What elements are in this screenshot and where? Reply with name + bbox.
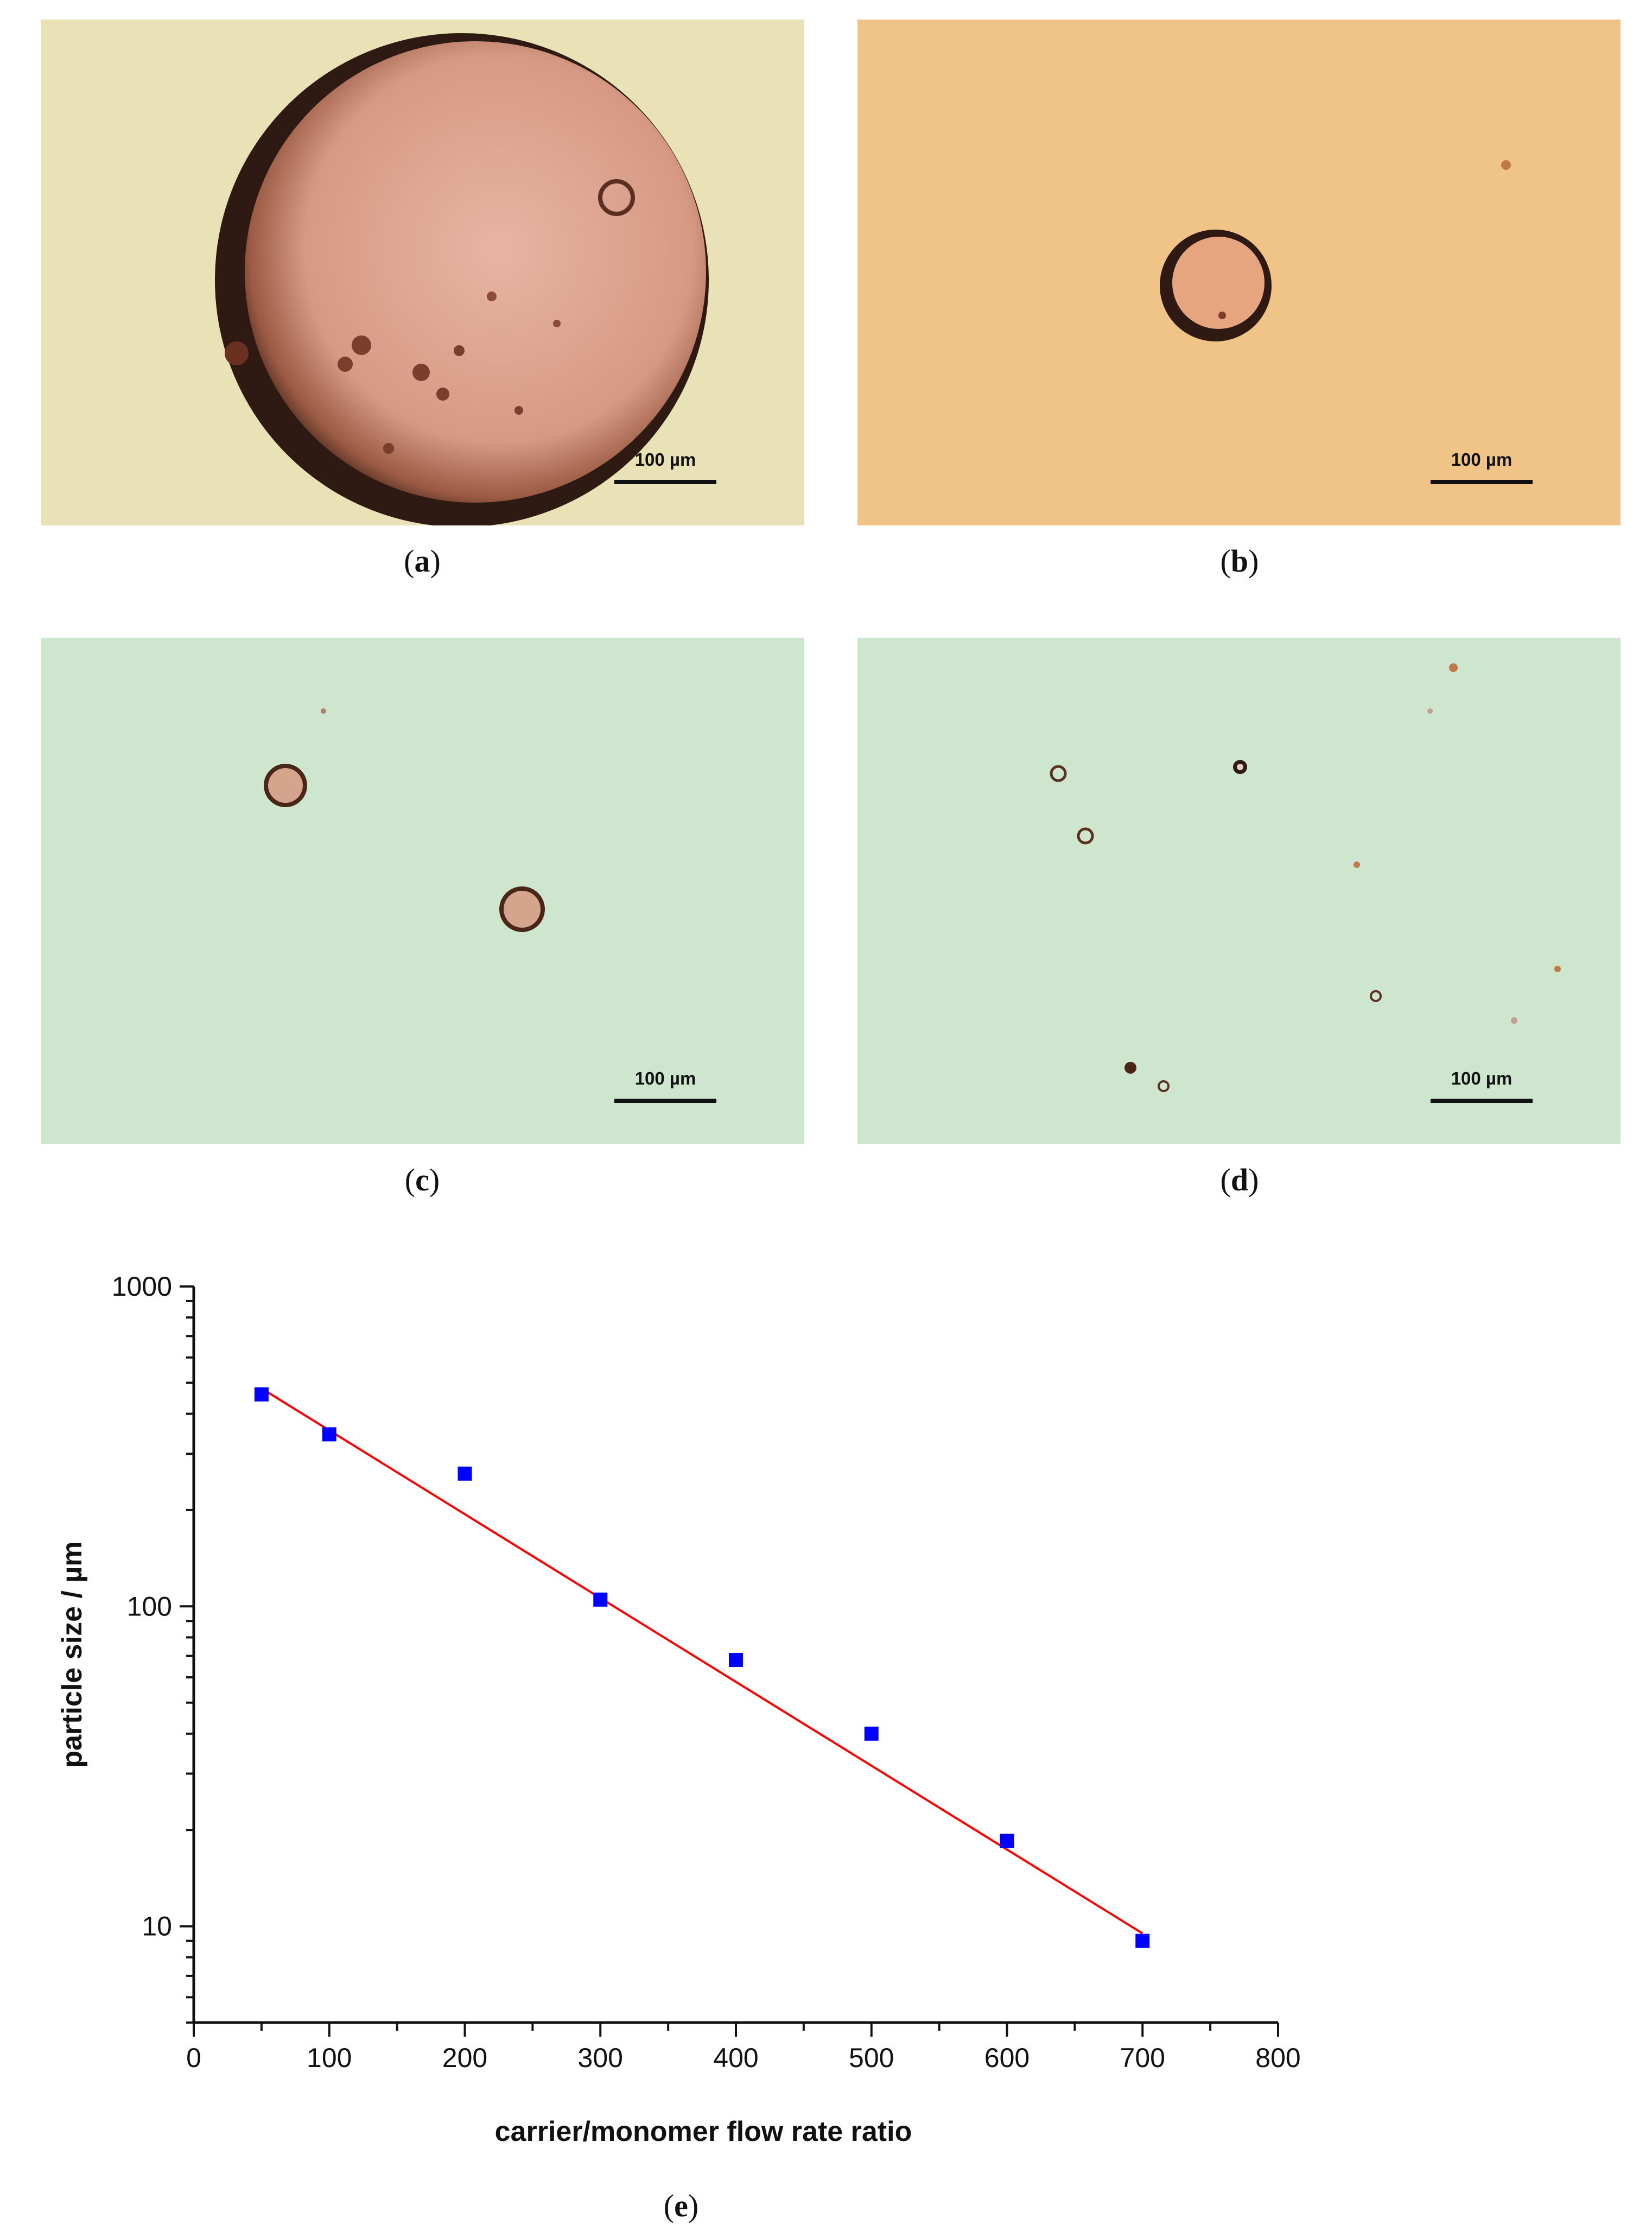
micrograph-d bbox=[857, 638, 1621, 1144]
y-axis-title: particle size / µm bbox=[56, 1541, 88, 1767]
data-point bbox=[1135, 1934, 1150, 1948]
caption-a: (a) bbox=[404, 543, 441, 579]
caption-b: (b) bbox=[1220, 543, 1259, 579]
data-point bbox=[729, 1653, 743, 1668]
x-tick-label: 400 bbox=[713, 2043, 758, 2073]
micrograph-c bbox=[41, 638, 804, 1144]
data-point bbox=[593, 1592, 608, 1607]
data-point bbox=[322, 1427, 336, 1442]
x-tick-label: 700 bbox=[1120, 2043, 1165, 2073]
scale-bar-d bbox=[1431, 1099, 1533, 1103]
micrograph-c-image bbox=[41, 638, 804, 1144]
micrograph-b-image bbox=[857, 20, 1621, 525]
chart-marks bbox=[254, 1387, 1150, 1948]
scale-label-b: 100 µm bbox=[1451, 449, 1513, 470]
micrograph-a-image bbox=[41, 20, 804, 525]
caption-letter-d: d bbox=[1230, 1162, 1249, 1197]
y-tick-label: 10 bbox=[142, 1911, 172, 1942]
scale-label-c: 100 µm bbox=[634, 1068, 696, 1088]
caption-letter-c: c bbox=[415, 1162, 429, 1197]
caption-letter-a: a bbox=[414, 543, 430, 579]
particle-size-chart: 0 100 200 300 400 500 600 700 800 10 100 1000 carri… bbox=[56, 1271, 1301, 2147]
x-tick-label: 0 bbox=[186, 2043, 201, 2073]
data-point bbox=[458, 1466, 472, 1481]
micrograph-b bbox=[857, 20, 1621, 525]
y-tick-label: 1000 bbox=[112, 1271, 172, 1302]
caption-d: (d) bbox=[1220, 1162, 1259, 1197]
x-tick-label: 300 bbox=[578, 2043, 623, 2073]
caption-letter-e: e bbox=[674, 2188, 688, 2223]
scale-label-a: 100 µm bbox=[634, 449, 696, 470]
caption-letter-b: b bbox=[1230, 543, 1249, 579]
micrograph-a bbox=[41, 20, 804, 525]
x-tick-label: 500 bbox=[849, 2043, 894, 2073]
data-point bbox=[864, 1726, 879, 1741]
fit-line bbox=[260, 1387, 1143, 1935]
caption-c: (c) bbox=[404, 1162, 440, 1197]
scale-label-d: 100 µm bbox=[1451, 1068, 1513, 1088]
scale-bar-b bbox=[1431, 480, 1533, 484]
x-tick-label: 100 bbox=[307, 2043, 352, 2073]
x-tick-label: 600 bbox=[984, 2043, 1030, 2073]
scale-bar-a bbox=[614, 480, 716, 484]
x-tick-label: 200 bbox=[442, 2043, 487, 2073]
caption-e: (e) bbox=[663, 2188, 699, 2223]
data-point bbox=[254, 1387, 269, 1402]
chart-axes: 0 100 200 300 400 500 600 700 800 10 100 1000 bbox=[112, 1271, 1301, 2073]
scale-bar-c bbox=[614, 1099, 716, 1103]
data-point bbox=[1000, 1834, 1014, 1848]
x-tick-label: 800 bbox=[1255, 2043, 1300, 2073]
x-axis-title: carrier/monomer flow rate ratio bbox=[495, 2116, 912, 2147]
micrograph-d-image bbox=[857, 638, 1621, 1144]
y-tick-label: 100 bbox=[127, 1591, 172, 1621]
